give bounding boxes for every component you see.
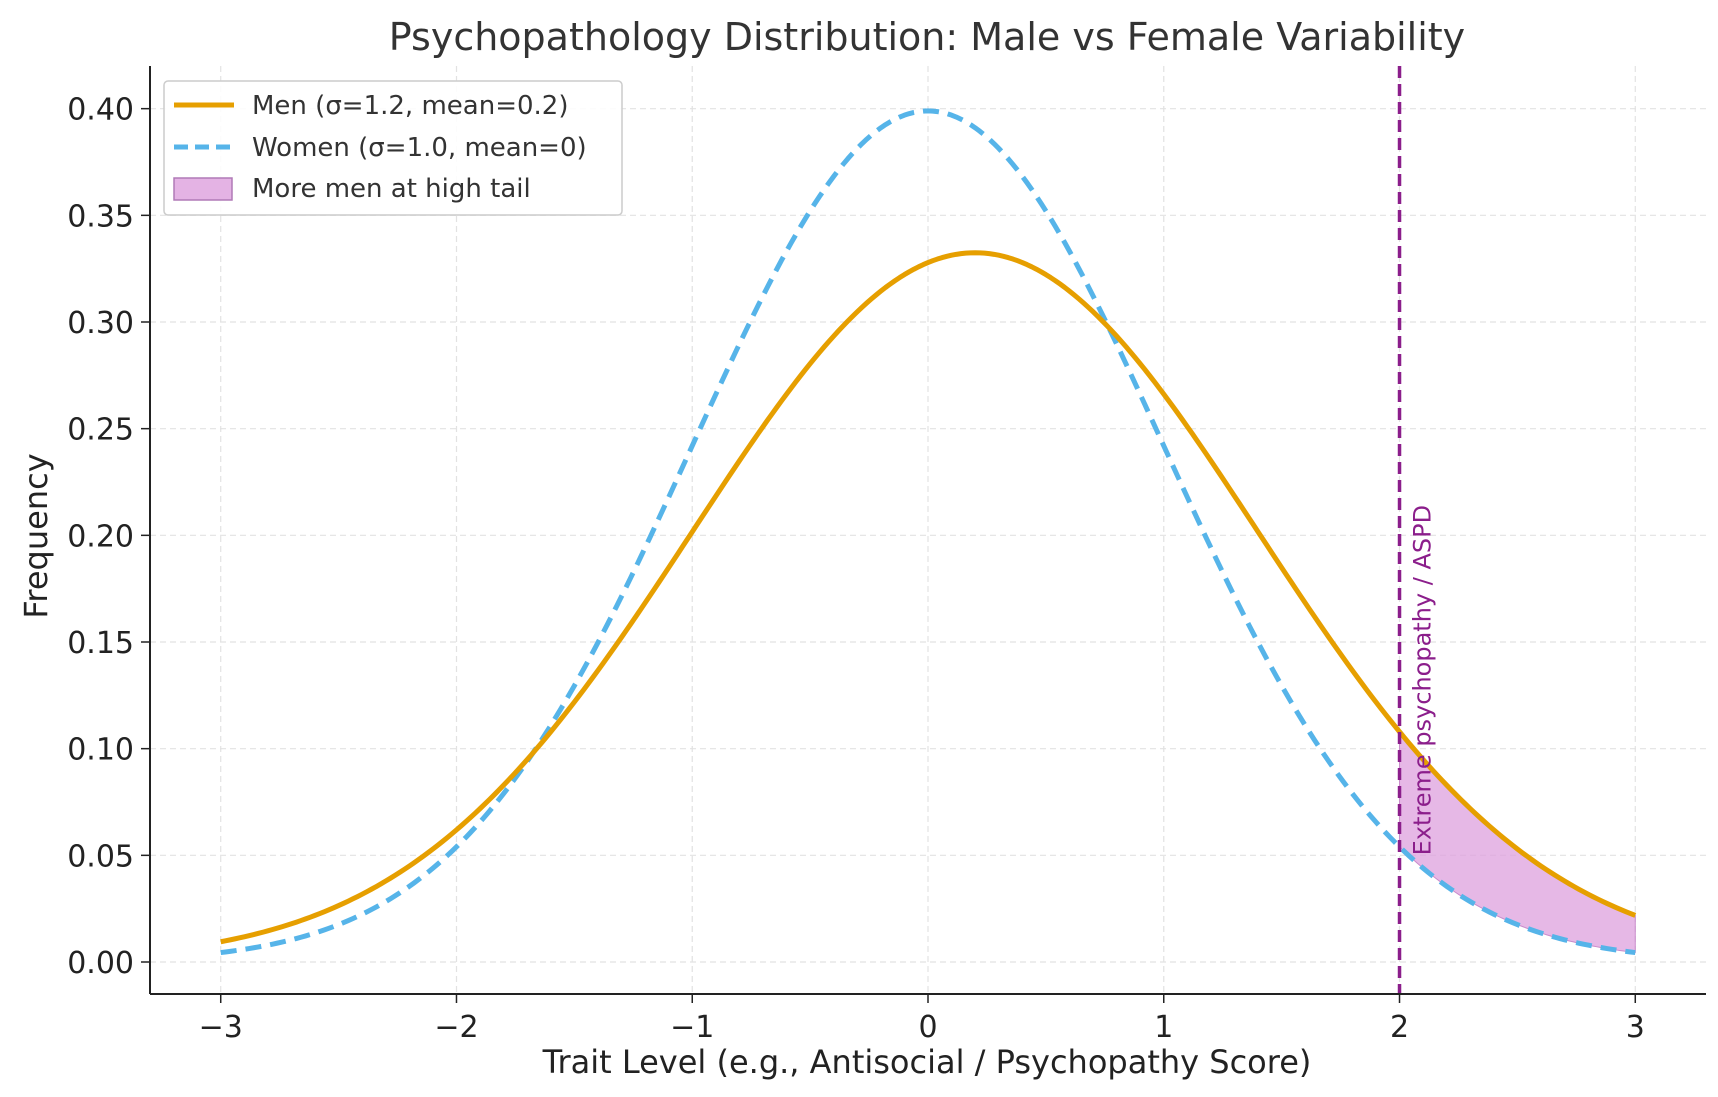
y-axis-title: Frequency [17, 453, 55, 618]
y-tick-label: 0.15 [67, 626, 134, 661]
x-axis-title: Trait Level (e.g., Antisocial / Psychopa… [542, 1043, 1312, 1081]
x-tick-label: 3 [1626, 1010, 1645, 1045]
y-tick-label: 0.40 [67, 93, 134, 128]
annotation-layer: Extreme psychopathy / ASPD [1397, 66, 1437, 994]
x-tick-label: −1 [670, 1010, 714, 1045]
x-tick-label: 1 [1154, 1010, 1173, 1045]
y-tick-label: 0.35 [67, 199, 134, 234]
chart-title: Psychopathology Distribution: Male vs Fe… [389, 15, 1465, 59]
threshold-label: Extreme psychopathy / ASPD [1409, 505, 1437, 855]
legend: Men (σ=1.2, mean=0.2) Women (σ=1.0, mean… [163, 80, 623, 216]
ticks-layer: −3 −2 −1 0 1 2 3 0.00 0.05 0.10 0.15 0.20 0.25 0.30 0.… [67, 93, 1645, 1045]
y-tick-label: 0.05 [67, 839, 134, 874]
x-tick-label: 0 [918, 1010, 937, 1045]
x-tick-label: 2 [1390, 1010, 1409, 1045]
series-layer [220, 108, 1637, 956]
legend-women-label: Women (σ=1.0, mean=0) [252, 133, 587, 163]
legend-men-label: Men (σ=1.2, mean=0.2) [252, 91, 568, 121]
women-curve [220, 108, 1636, 956]
men-curve [220, 250, 1637, 945]
x-tick-label: −2 [434, 1010, 478, 1045]
y-tick-label: 0.25 [67, 413, 134, 448]
legend-frame [163, 80, 623, 216]
legend-fill-swatch [173, 177, 233, 201]
x-tick-label: −3 [199, 1010, 243, 1045]
y-tick-label: 0.20 [67, 519, 134, 554]
y-tick-label: 0.10 [67, 733, 134, 768]
legend-fill-label: More men at high tail [252, 174, 531, 204]
y-tick-label: 0.00 [67, 946, 134, 981]
y-tick-label: 0.30 [67, 306, 134, 341]
